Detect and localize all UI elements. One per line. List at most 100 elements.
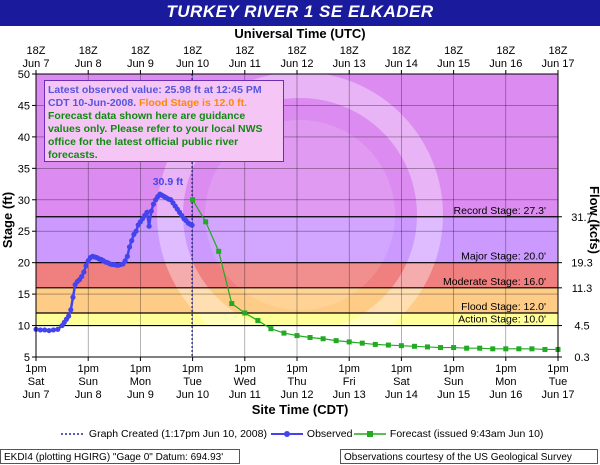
- info-box: Latest observed value: 25.98 ft at 12:45…: [44, 80, 284, 162]
- forecast-point: [242, 310, 248, 316]
- forecast-point: [490, 346, 496, 352]
- forecast-point: [398, 343, 404, 349]
- forecast-point: [307, 335, 313, 341]
- y-tick-label: 10: [18, 321, 30, 333]
- top-tick-label-date: Jun 16: [489, 58, 522, 70]
- observed-point: [122, 258, 128, 264]
- top-tick-label-date: Jun 10: [176, 58, 209, 70]
- observed-point: [42, 327, 48, 333]
- x-tick-label-date: Jun 13: [333, 389, 366, 401]
- info-observed-text: Latest observed value: 25.98 ft at 12:45…: [48, 84, 262, 109]
- x-tick-label-date: Jun 10: [176, 389, 209, 401]
- info-note-text: Forecast data shown here are guidance va…: [48, 110, 263, 161]
- top-tick-label-date: Jun 17: [541, 58, 574, 70]
- x-tick-label-day: Fri: [343, 376, 356, 388]
- flow-tick-label: 19.3: [571, 258, 592, 270]
- top-tick-label-time: 18Z: [549, 45, 568, 57]
- flow-tick-label: 11.3: [572, 283, 593, 295]
- observed-line-icon: [271, 431, 303, 438]
- y-axis-label-left: Stage (ft): [0, 192, 15, 248]
- top-tick-label-time: 18Z: [444, 45, 463, 57]
- forecast-point: [346, 339, 352, 345]
- flow-tick-label: 31.7: [571, 212, 592, 224]
- x-tick-label-time: 1pm: [495, 363, 516, 375]
- forecast-point: [503, 346, 509, 352]
- observed-point: [81, 269, 87, 275]
- forecast-point: [281, 330, 287, 336]
- forecast-point: [294, 333, 300, 339]
- observed-point: [150, 201, 157, 207]
- observed-point: [144, 209, 150, 215]
- x-tick-label-day: Wed: [234, 376, 256, 388]
- legend-graph-created-label: Graph Created (1:17pm Jun 10, 2008): [88, 428, 267, 440]
- observed-point: [83, 263, 89, 269]
- x-tick-label-day: Mon: [130, 376, 151, 388]
- y-tick-label: 25: [18, 226, 30, 238]
- footer-gage-info: EKDI4 (plotting HGIRG) "Gage 0" Datum: 6…: [0, 449, 240, 464]
- legend-observed: Observed: [270, 428, 352, 440]
- y-tick-label: 15: [18, 289, 30, 301]
- y-tick-label: 45: [18, 100, 30, 112]
- forecast-point: [385, 342, 391, 348]
- observed-point: [189, 222, 195, 228]
- x-tick-label-time: 1pm: [182, 363, 203, 375]
- y-tick-label: 20: [18, 258, 30, 270]
- y-tick-label: 40: [18, 132, 30, 144]
- x-tick-label-date: Jun 7: [23, 389, 50, 401]
- top-tick-label-date: Jun 13: [333, 58, 366, 70]
- forecast-point: [411, 343, 417, 349]
- forecast-point: [372, 341, 378, 347]
- observed-point: [124, 253, 130, 259]
- legend-graph-created: Graph Created (1:17pm Jun 10, 2008): [60, 428, 267, 440]
- stage-threshold-label: Major Stage: 20.0': [461, 251, 546, 263]
- info-flood-text: Flood Stage is 12.0 ft.: [139, 97, 247, 109]
- forecast-line-icon: [354, 431, 386, 438]
- stage-threshold-lines: Record Stage: 27.3' Major Stage: 20.0' Mod…: [36, 205, 558, 327]
- top-tick-label-date: Jun 14: [385, 58, 418, 70]
- top-tick-label-date: Jun 12: [280, 58, 313, 70]
- flow-tick-label: 0.3: [574, 352, 589, 364]
- x-tick-label-time: 1pm: [77, 363, 98, 375]
- x-tick-label-day: Sun: [78, 376, 98, 388]
- stage-threshold-label: Moderate Stage: 16.0': [443, 276, 546, 288]
- top-tick-label-time: 18Z: [183, 45, 202, 57]
- observed-point: [46, 327, 52, 334]
- x-tick-label-date: Jun 9: [127, 389, 154, 401]
- top-tick-label-date: Jun 9: [127, 58, 154, 70]
- top-axis-label: Universal Time (UTC): [234, 26, 365, 41]
- observed-point: [68, 307, 74, 313]
- x-tick-label-date: Jun 11: [229, 389, 261, 401]
- observed-point: [55, 326, 61, 332]
- top-tick-label-date: Jun 8: [75, 58, 102, 70]
- top-tick-label-time: 18Z: [235, 45, 254, 57]
- bottom-axis-label: Site Time (CDT): [252, 402, 349, 417]
- x-tick-label-time: 1pm: [443, 363, 464, 375]
- x-tick-label-day: Mon: [495, 376, 516, 388]
- y-tick-label: 50: [18, 69, 30, 81]
- legend-forecast: Forecast (issued 9:43am Jun 10): [353, 428, 543, 440]
- observed-point: [133, 228, 139, 234]
- forecast-point: [451, 345, 457, 351]
- forecast-point: [464, 345, 470, 351]
- forecast-point: [190, 197, 196, 203]
- x-tick-label-time: 1pm: [391, 363, 412, 375]
- observed-point: [146, 223, 152, 229]
- top-tick-label-time: 18Z: [340, 45, 359, 57]
- top-tick-label-time: 18Z: [79, 45, 98, 57]
- forecast-point: [516, 346, 522, 352]
- y-axis-label-right: Flow (kcfs): [587, 186, 600, 254]
- x-tick-label-day: Tue: [183, 376, 202, 388]
- top-tick-label-time: 18Z: [131, 45, 150, 57]
- forecast-point: [216, 248, 222, 254]
- y-tick-label: 5: [24, 352, 30, 364]
- stage-threshold-label: Action Stage: 10.0': [458, 314, 546, 326]
- observed-point: [50, 327, 57, 333]
- x-tick-label-day: Sun: [444, 376, 464, 388]
- observed-point: [37, 327, 43, 333]
- forecast-point: [320, 336, 326, 342]
- forecast-point: [255, 318, 261, 324]
- title-bar: TURKEY RIVER 1 SE ELKADER: [0, 0, 600, 26]
- x-tick-label-day: Sat: [393, 376, 410, 388]
- x-tick-label-time: 1pm: [130, 363, 151, 375]
